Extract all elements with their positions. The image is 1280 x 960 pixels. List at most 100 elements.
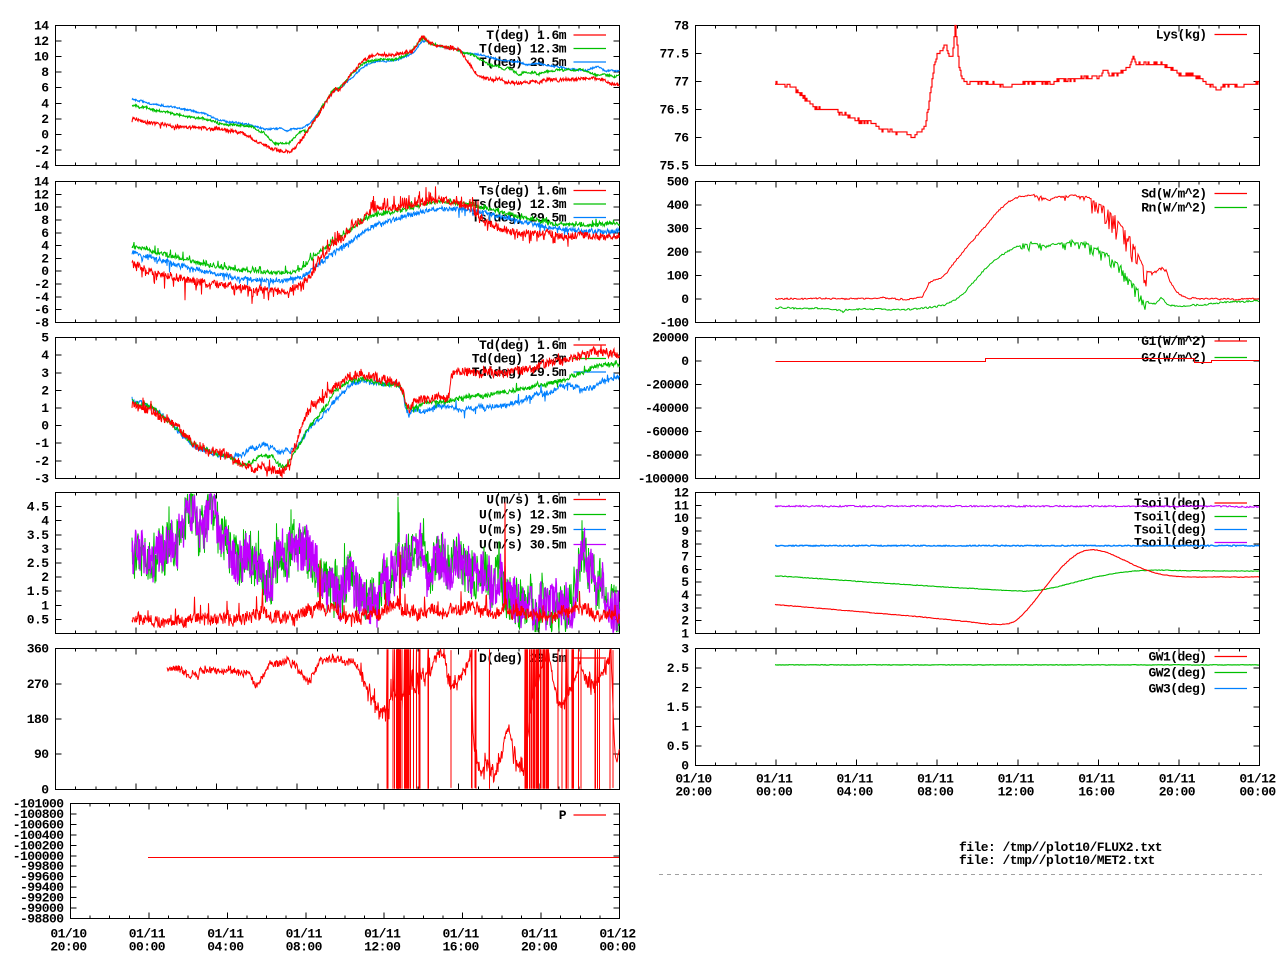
svg-text:-1: -1	[34, 436, 49, 451]
svg-text:0: 0	[681, 354, 689, 369]
svg-text:U(m/s) 1.6m: U(m/s) 1.6m	[486, 493, 567, 508]
svg-text:01/11: 01/11	[207, 927, 244, 942]
svg-text:-2: -2	[34, 143, 49, 158]
svg-text:500: 500	[667, 175, 690, 190]
svg-text:-40000: -40000	[645, 401, 689, 416]
svg-text:01/11: 01/11	[1078, 772, 1115, 787]
svg-text:-99800: -99800	[20, 859, 64, 874]
svg-text:U(m/s) 30.5m: U(m/s) 30.5m	[479, 538, 567, 553]
svg-text:2.5: 2.5	[667, 661, 690, 676]
svg-text:4: 4	[41, 239, 49, 254]
svg-text:12: 12	[34, 34, 49, 49]
svg-text:1: 1	[41, 598, 49, 613]
svg-text:T(deg) 12.3m: T(deg) 12.3m	[479, 42, 567, 57]
svg-text:10: 10	[34, 200, 49, 215]
svg-text:4: 4	[41, 96, 49, 111]
svg-text:12:00: 12:00	[364, 940, 401, 955]
svg-text:3: 3	[681, 601, 689, 616]
svg-text:1: 1	[41, 401, 49, 416]
svg-text:0: 0	[681, 759, 689, 774]
svg-text:01/11: 01/11	[1159, 772, 1196, 787]
svg-text:1: 1	[681, 720, 689, 735]
svg-text:Td(deg) 1.6m: Td(deg) 1.6m	[479, 338, 567, 353]
svg-text:Sd(W/m^2): Sd(W/m^2)	[1141, 187, 1206, 202]
svg-text:01/12: 01/12	[599, 927, 636, 942]
svg-text:1.5: 1.5	[27, 584, 50, 599]
svg-text:file: /tmp//plot10/MET2.txt: file: /tmp//plot10/MET2.txt	[959, 853, 1155, 868]
svg-text:100: 100	[667, 269, 690, 284]
svg-text:-100800: -100800	[13, 807, 65, 822]
svg-text:-100600: -100600	[13, 817, 65, 832]
svg-text:Ts(deg) 1.6m: Ts(deg) 1.6m	[479, 184, 567, 199]
svg-text:76.5: 76.5	[659, 103, 689, 118]
svg-text:5: 5	[41, 331, 49, 346]
svg-text:-98800: -98800	[20, 912, 64, 927]
svg-text:0: 0	[41, 264, 49, 279]
svg-text:file: /tmp//plot10/FLUX2.txt: file: /tmp//plot10/FLUX2.txt	[959, 840, 1162, 855]
svg-text:04:00: 04:00	[836, 785, 873, 800]
svg-text:-4: -4	[34, 290, 49, 305]
svg-text:-100: -100	[659, 316, 689, 331]
svg-text:2: 2	[41, 570, 49, 585]
svg-text:20000: 20000	[652, 331, 689, 346]
svg-text:7: 7	[681, 550, 688, 565]
svg-text:01/12: 01/12	[1239, 772, 1276, 787]
svg-text:0: 0	[41, 419, 49, 434]
svg-text:20:00: 20:00	[1159, 785, 1196, 800]
svg-text:2: 2	[681, 614, 689, 629]
svg-text:75.5: 75.5	[659, 159, 689, 174]
svg-text:4: 4	[681, 588, 689, 603]
svg-text:6: 6	[41, 226, 49, 241]
svg-text:04:00: 04:00	[207, 940, 244, 955]
svg-text:-4: -4	[34, 159, 49, 174]
svg-text:2: 2	[41, 383, 49, 398]
svg-text:11: 11	[674, 498, 689, 513]
svg-text:-60000: -60000	[645, 425, 689, 440]
svg-text:3.5: 3.5	[27, 528, 50, 543]
svg-text:08:00: 08:00	[286, 940, 323, 955]
svg-text:76: 76	[674, 131, 689, 146]
svg-text:01/11: 01/11	[836, 772, 873, 787]
svg-text:GW3(deg): GW3(deg)	[1148, 682, 1206, 697]
svg-text:01/10: 01/10	[50, 927, 87, 942]
svg-text:00:00: 00:00	[756, 785, 793, 800]
svg-text:08:00: 08:00	[917, 785, 954, 800]
svg-text:00:00: 00:00	[1239, 785, 1276, 800]
svg-text:P: P	[559, 808, 567, 823]
svg-text:01/11: 01/11	[521, 927, 558, 942]
svg-text:3: 3	[41, 542, 49, 557]
svg-text:4: 4	[41, 348, 49, 363]
svg-text:12:00: 12:00	[998, 785, 1035, 800]
svg-text:01/11: 01/11	[756, 772, 793, 787]
svg-text:5: 5	[681, 575, 689, 590]
svg-text:00:00: 00:00	[129, 940, 166, 955]
svg-text:16:00: 16:00	[1078, 785, 1115, 800]
svg-text:-80000: -80000	[645, 448, 689, 463]
svg-text:-99400: -99400	[20, 880, 64, 895]
svg-text:0: 0	[41, 783, 49, 798]
svg-text:3: 3	[41, 366, 49, 381]
svg-text:270: 270	[27, 677, 50, 692]
svg-text:400: 400	[667, 198, 690, 213]
svg-text:Tsoil(deg): Tsoil(deg)	[1134, 523, 1207, 538]
svg-text:16:00: 16:00	[442, 940, 479, 955]
svg-text:2.5: 2.5	[27, 556, 50, 571]
svg-text:01/11: 01/11	[129, 927, 166, 942]
svg-text:9: 9	[681, 524, 689, 539]
svg-text:Td(deg) 29.5m: Td(deg) 29.5m	[472, 365, 567, 380]
svg-text:8: 8	[681, 537, 689, 552]
svg-text:G1(W/m^2): G1(W/m^2)	[1141, 334, 1206, 349]
svg-text:-8: -8	[34, 316, 49, 331]
svg-text:U(m/s) 12.3m: U(m/s) 12.3m	[479, 508, 567, 523]
svg-text:Tsoil(deg): Tsoil(deg)	[1134, 510, 1207, 525]
svg-text:90: 90	[34, 747, 49, 762]
svg-text:10: 10	[674, 511, 689, 526]
svg-text:14: 14	[34, 175, 49, 190]
svg-text:14: 14	[34, 19, 49, 34]
svg-text:20:00: 20:00	[50, 940, 87, 955]
svg-text:12: 12	[674, 486, 689, 501]
svg-text:-2: -2	[34, 454, 49, 469]
svg-text:GW1(deg): GW1(deg)	[1148, 650, 1206, 665]
svg-text:8: 8	[41, 213, 49, 228]
svg-text:0.5: 0.5	[27, 612, 50, 627]
